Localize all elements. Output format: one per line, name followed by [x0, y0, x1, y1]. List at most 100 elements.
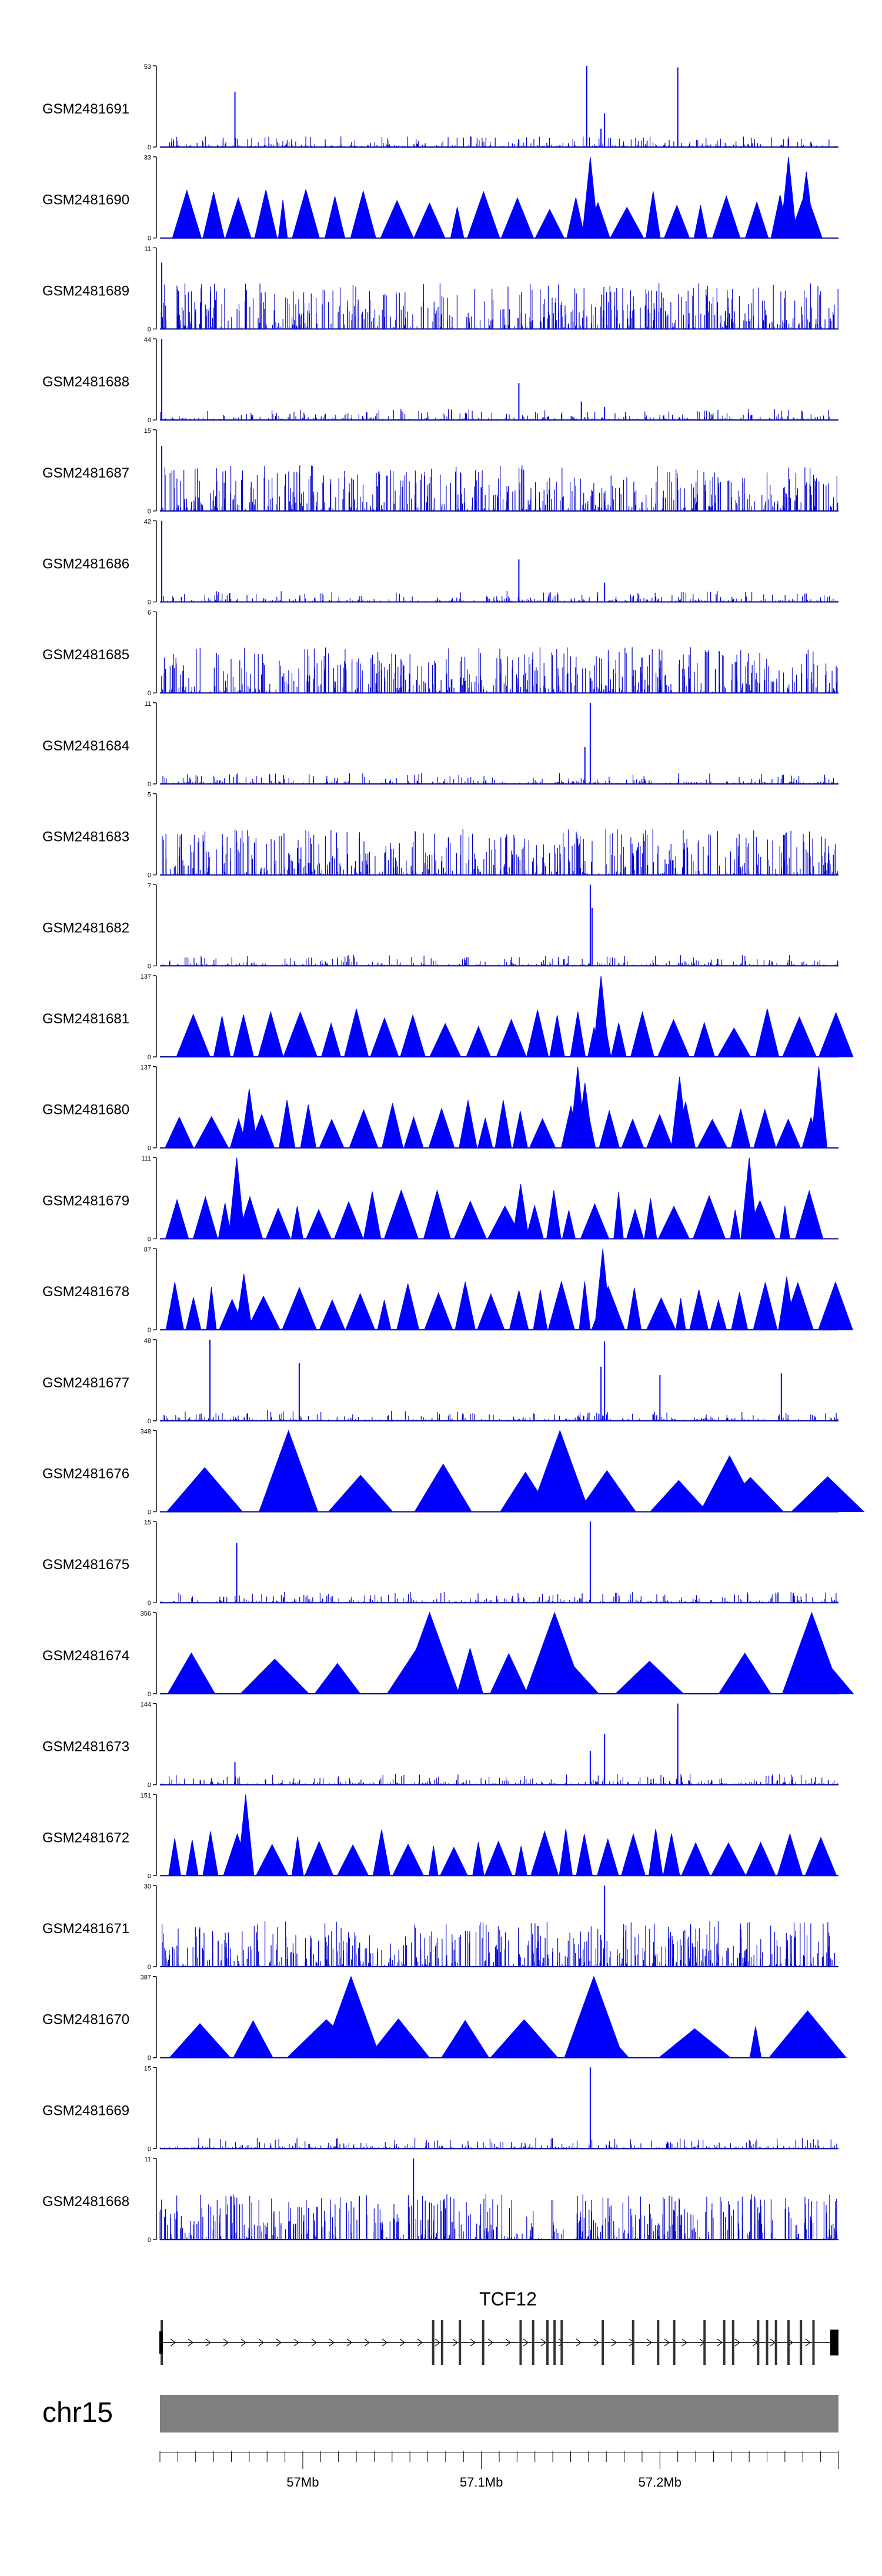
signal-peak	[582, 156, 599, 239]
track-GSM2481678: GSM2481678 87 0	[42, 1246, 853, 1334]
signal-texture	[159, 2137, 837, 2149]
gene-exon	[787, 2320, 790, 2365]
y-max-label: 7	[148, 882, 151, 889]
track-GSM2481679: GSM2481679 111 0	[42, 1155, 838, 1243]
axis-tick-label: 57Mb	[286, 2475, 319, 2490]
signal-texture	[159, 2194, 838, 2240]
signal-peak	[240, 1088, 258, 1149]
signal-texture	[161, 1774, 838, 1785]
y-max-label: 137	[141, 1065, 151, 1072]
y-max-label: 151	[141, 1792, 151, 1799]
signal-peak	[810, 1066, 828, 1149]
signal-peak	[512, 1184, 530, 1239]
strand-chevron	[223, 2338, 229, 2347]
y-min-label: 0	[148, 690, 151, 697]
strand-chevron	[364, 2338, 370, 2347]
y-min-label: 0	[148, 1236, 151, 1243]
signal-peak	[781, 1611, 842, 1694]
y-max-label: 11	[145, 245, 151, 252]
y-min-label: 0	[148, 144, 151, 151]
track-GSM2481681: GSM2481681 137 0	[42, 973, 854, 1061]
signal-tracks: GSM2481691530GSM2481690330GSM2481689110G…	[42, 64, 865, 2244]
track-label: GSM2481672	[42, 1830, 129, 1846]
y-max-label: 111	[141, 1155, 151, 1162]
track-label: GSM2481684	[42, 738, 129, 754]
gene-exon	[723, 2320, 726, 2365]
signal-peak	[778, 1276, 796, 1330]
strand-chevron	[805, 2338, 811, 2347]
y-max-label: 44	[144, 336, 151, 343]
strand-chevron	[611, 2338, 617, 2347]
y-max-label: 15	[144, 428, 151, 435]
y-min-label: 0	[148, 1509, 151, 1516]
signal-peak	[524, 1611, 584, 1694]
gene-exon	[459, 2320, 462, 2365]
strand-chevron	[346, 2338, 352, 2347]
y-min-label: 0	[148, 1873, 151, 1880]
y-max-label: 5	[148, 792, 151, 799]
y-max-label: 6	[148, 609, 151, 616]
axis-tick-label: 57.1Mb	[460, 2475, 503, 2490]
gene-exon	[731, 2320, 734, 2365]
gene-exon	[440, 2320, 443, 2365]
y-max-label: 387	[141, 1974, 151, 1981]
y-min-label: 0	[148, 1054, 151, 1061]
track-GSM2481690: GSM2481690 33 0	[42, 155, 838, 242]
y-min-label: 0	[148, 1418, 151, 1425]
signal-area	[169, 2010, 847, 2058]
gene-exon	[632, 2320, 634, 2365]
strand-chevron	[240, 2338, 246, 2347]
track-label: GSM2481685	[42, 647, 129, 663]
signal-peak	[228, 1157, 246, 1239]
track-label: GSM2481690	[42, 192, 129, 208]
signal-peak	[237, 1794, 255, 1876]
signal-peak	[592, 975, 610, 1057]
y-min-label: 0	[148, 1782, 151, 1789]
track-GSM2481689: GSM2481689 11 0	[42, 245, 838, 333]
signal-area	[168, 1828, 837, 1876]
gene-exon	[482, 2320, 485, 2365]
strand-chevron	[470, 2338, 476, 2347]
y-min-label: 0	[148, 1327, 151, 1334]
track-GSM2481676: GSM2481676 348 0	[42, 1429, 865, 1516]
track-label: GSM2481689	[42, 283, 129, 299]
strand-chevron	[593, 2338, 599, 2347]
y-max-label: 11	[145, 700, 151, 708]
strand-chevron	[293, 2338, 299, 2347]
track-GSM2481672: GSM2481672 151 0	[42, 1792, 838, 1880]
track-label: GSM2481687	[42, 465, 129, 481]
gene-exon	[519, 2320, 522, 2365]
track-label: GSM2481691	[42, 101, 129, 117]
gene-exon	[532, 2320, 534, 2365]
gene-exon	[800, 2320, 803, 2365]
signal-peak	[797, 171, 815, 239]
track-GSM2481691: GSM2481691 53 0	[42, 64, 838, 151]
strand-chevron	[523, 2338, 529, 2347]
track-label: GSM2481675	[42, 1557, 129, 1573]
y-min-label: 0	[148, 235, 151, 242]
strand-chevron	[188, 2338, 193, 2347]
signal-area	[165, 1189, 824, 1239]
gene-utr-end	[830, 2330, 838, 2355]
signal-peak	[780, 156, 797, 239]
signal-peak	[399, 1611, 460, 1694]
track-label: GSM2481682	[42, 920, 129, 936]
signal-area	[172, 188, 823, 239]
signal-peak	[258, 1430, 319, 1512]
signal-peak	[699, 1455, 760, 1512]
signal-peak	[321, 1976, 381, 2058]
signal-area	[176, 1008, 854, 1057]
chromosome-label: chr15	[42, 2397, 113, 2428]
track-label: GSM2481671	[42, 1921, 129, 1937]
signal-peak	[235, 1273, 253, 1330]
y-max-label: 53	[144, 64, 151, 71]
y-min-label: 0	[148, 2145, 151, 2153]
strand-chevron	[205, 2338, 211, 2347]
track-label: GSM2481669	[42, 2103, 129, 2118]
signal-texture	[169, 136, 836, 147]
gene-name: TCF12	[479, 2288, 537, 2310]
y-max-label: 15	[144, 2065, 151, 2072]
gene-exon	[657, 2320, 660, 2365]
y-min-label: 0	[148, 781, 151, 788]
strand-chevron	[717, 2338, 723, 2347]
